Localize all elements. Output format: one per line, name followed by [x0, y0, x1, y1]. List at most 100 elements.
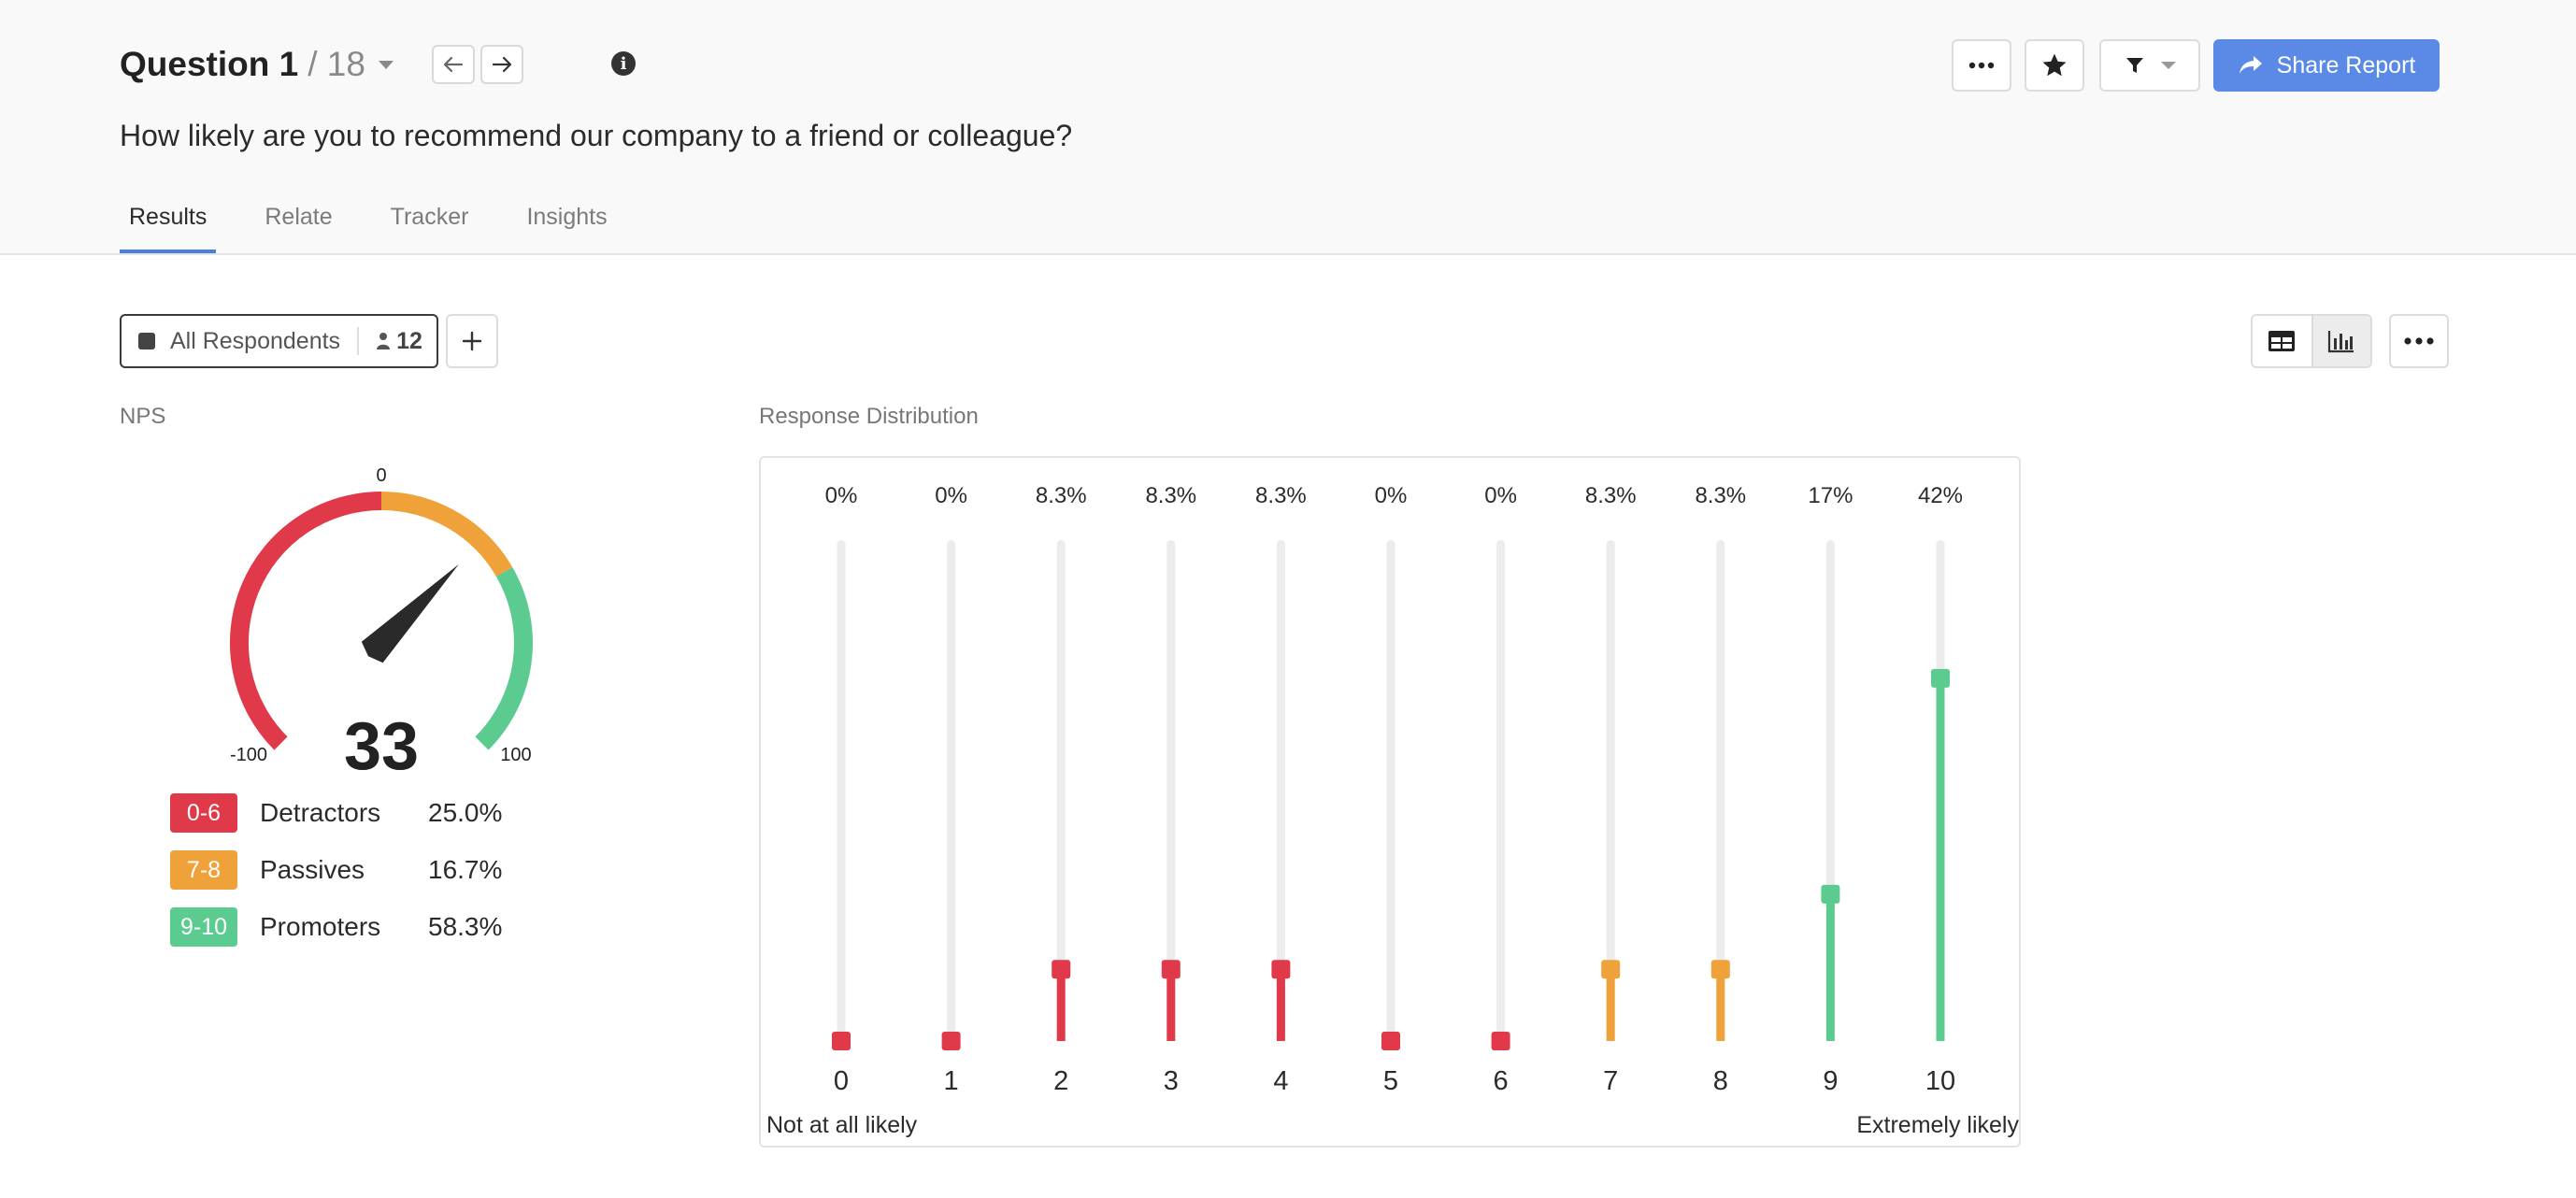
bar-7 [1606, 969, 1615, 1041]
category-label-1: 1 [944, 1066, 959, 1096]
filter-button[interactable] [2099, 39, 2200, 92]
ellipsis-icon [2404, 337, 2434, 345]
category-label-6: 6 [1494, 1066, 1509, 1096]
tab-insights[interactable]: Insights [526, 204, 608, 230]
nps-score: 33 [343, 709, 420, 784]
question-selector[interactable]: Question 1 / 18 [120, 45, 394, 84]
gauge-needle [361, 563, 459, 663]
tab-tracker[interactable]: Tracker [390, 204, 469, 230]
high-end-label: Extremely likely [1856, 1112, 2019, 1138]
bar-track-8 [1716, 540, 1725, 1041]
promoters-percent: 58.3% [428, 912, 503, 941]
legend-row-passives: 7-8 Passives 16.7% [170, 849, 502, 891]
share-report-button[interactable]: Share Report [2213, 39, 2440, 92]
value-label-9: 17% [1808, 483, 1853, 508]
segment-selector[interactable]: All Respondents 12 [120, 314, 438, 368]
passives-percent: 16.7% [428, 855, 503, 884]
bar-handle-5 [1381, 1032, 1400, 1050]
bar-2 [1056, 969, 1066, 1041]
legend-row-promoters: 9-10 Promoters 58.3% [170, 906, 502, 948]
value-label-10: 42% [1918, 483, 1963, 508]
value-label-8: 8.3% [1695, 483, 1746, 508]
bar-handle-7 [1601, 960, 1621, 979]
view-toggle [2251, 314, 2372, 368]
value-label-7: 8.3% [1585, 483, 1637, 508]
tab-results[interactable]: Results [120, 204, 217, 253]
nps-gauge: 0 -100 100 [229, 465, 533, 765]
gauge-max-label: 100 [500, 745, 531, 765]
arrow-left-icon [443, 56, 464, 73]
category-label-2: 2 [1053, 1066, 1068, 1096]
gauge-promoter-arc [475, 567, 533, 750]
value-label-5: 0% [1375, 483, 1408, 508]
bar-handle-9 [1821, 884, 1840, 904]
table-view-button[interactable] [2253, 316, 2311, 366]
share-report-label: Share Report [2276, 51, 2416, 78]
previous-question-button[interactable] [432, 45, 475, 84]
detractors-percent: 25.0% [428, 798, 503, 827]
share-icon [2239, 56, 2262, 74]
chevron-down-icon [378, 60, 394, 69]
category-label-0: 0 [834, 1066, 849, 1096]
bar-track-4 [1276, 540, 1285, 1041]
tab-bar: Results Relate Tracker Insights [120, 204, 656, 253]
category-label-4: 4 [1273, 1066, 1288, 1096]
question-number: Question 1 [120, 45, 299, 83]
distribution-section-label: Response Distribution [759, 404, 979, 429]
bar-handle-6 [1491, 1032, 1510, 1050]
ellipsis-icon [1968, 62, 1995, 69]
gauge-detractor-arc [229, 492, 382, 750]
divider [357, 327, 360, 355]
segment-label: All Respondents [170, 327, 341, 354]
value-label-3: 8.3% [1145, 483, 1196, 508]
bar-4 [1276, 969, 1285, 1041]
bar-9 [1825, 893, 1835, 1041]
respondent-count: 12 [376, 328, 422, 355]
star-icon [2042, 53, 2067, 77]
passives-label: Passives [260, 855, 365, 884]
more-options-button[interactable] [1952, 39, 2011, 92]
bar-handle-1 [941, 1032, 961, 1050]
category-label-10: 10 [1925, 1066, 1955, 1096]
bar-track-2 [1056, 540, 1066, 1041]
chart-view-button[interactable] [2311, 316, 2370, 366]
bar-handle-10 [1931, 668, 1950, 688]
next-question-button[interactable] [480, 45, 523, 84]
question-text: How likely are you to recommend our comp… [120, 119, 1073, 152]
bar-handle-8 [1710, 960, 1730, 979]
bar-track-3 [1166, 540, 1176, 1041]
respondent-count-value: 12 [396, 327, 422, 354]
bar-track-6 [1496, 540, 1506, 1041]
gauge-passive-arc [380, 492, 513, 578]
header-area: Question 1 / 18 i How likely are you to … [0, 0, 2576, 255]
bar-track-1 [947, 540, 956, 1041]
favorite-button[interactable] [2025, 39, 2084, 92]
chevron-down-icon [2161, 62, 2176, 69]
chart-options-button[interactable] [2389, 314, 2449, 368]
segment-color-swatch [138, 333, 155, 349]
bar-handle-0 [832, 1032, 851, 1050]
bar-track-5 [1386, 540, 1395, 1041]
category-label-5: 5 [1383, 1066, 1398, 1096]
tab-relate[interactable]: Relate [265, 204, 333, 230]
filter-icon [2126, 58, 2143, 73]
value-label-6: 0% [1484, 483, 1517, 508]
add-segment-button[interactable] [446, 314, 498, 368]
value-label-2: 8.3% [1036, 483, 1087, 508]
nps-legend: 0-6 Detractors 25.0% 7-8 Passives 16.7% … [170, 792, 502, 963]
bar-handle-3 [1161, 960, 1181, 979]
gauge-mid-label: 0 [376, 465, 386, 486]
low-end-label: Not at all likely [766, 1112, 918, 1138]
value-label-1: 0% [935, 483, 967, 508]
nps-section-label: NPS [120, 404, 166, 429]
person-icon [377, 333, 391, 349]
bar-handle-2 [1052, 960, 1071, 979]
bar-track-7 [1606, 540, 1615, 1041]
plus-icon [462, 331, 482, 351]
promoters-range-badge: 9-10 [170, 907, 237, 947]
bar-chart-icon [2328, 331, 2354, 353]
value-label-0: 0% [825, 483, 858, 508]
info-icon[interactable]: i [611, 51, 636, 76]
table-icon [2268, 331, 2296, 351]
distribution-chart-panel: 0% 0 0% 1 8.3% 2 8.3% 3 8.3% 4 0% 5 0% 6 8.3% 7 8.3% 8 17%… [759, 456, 2021, 1148]
